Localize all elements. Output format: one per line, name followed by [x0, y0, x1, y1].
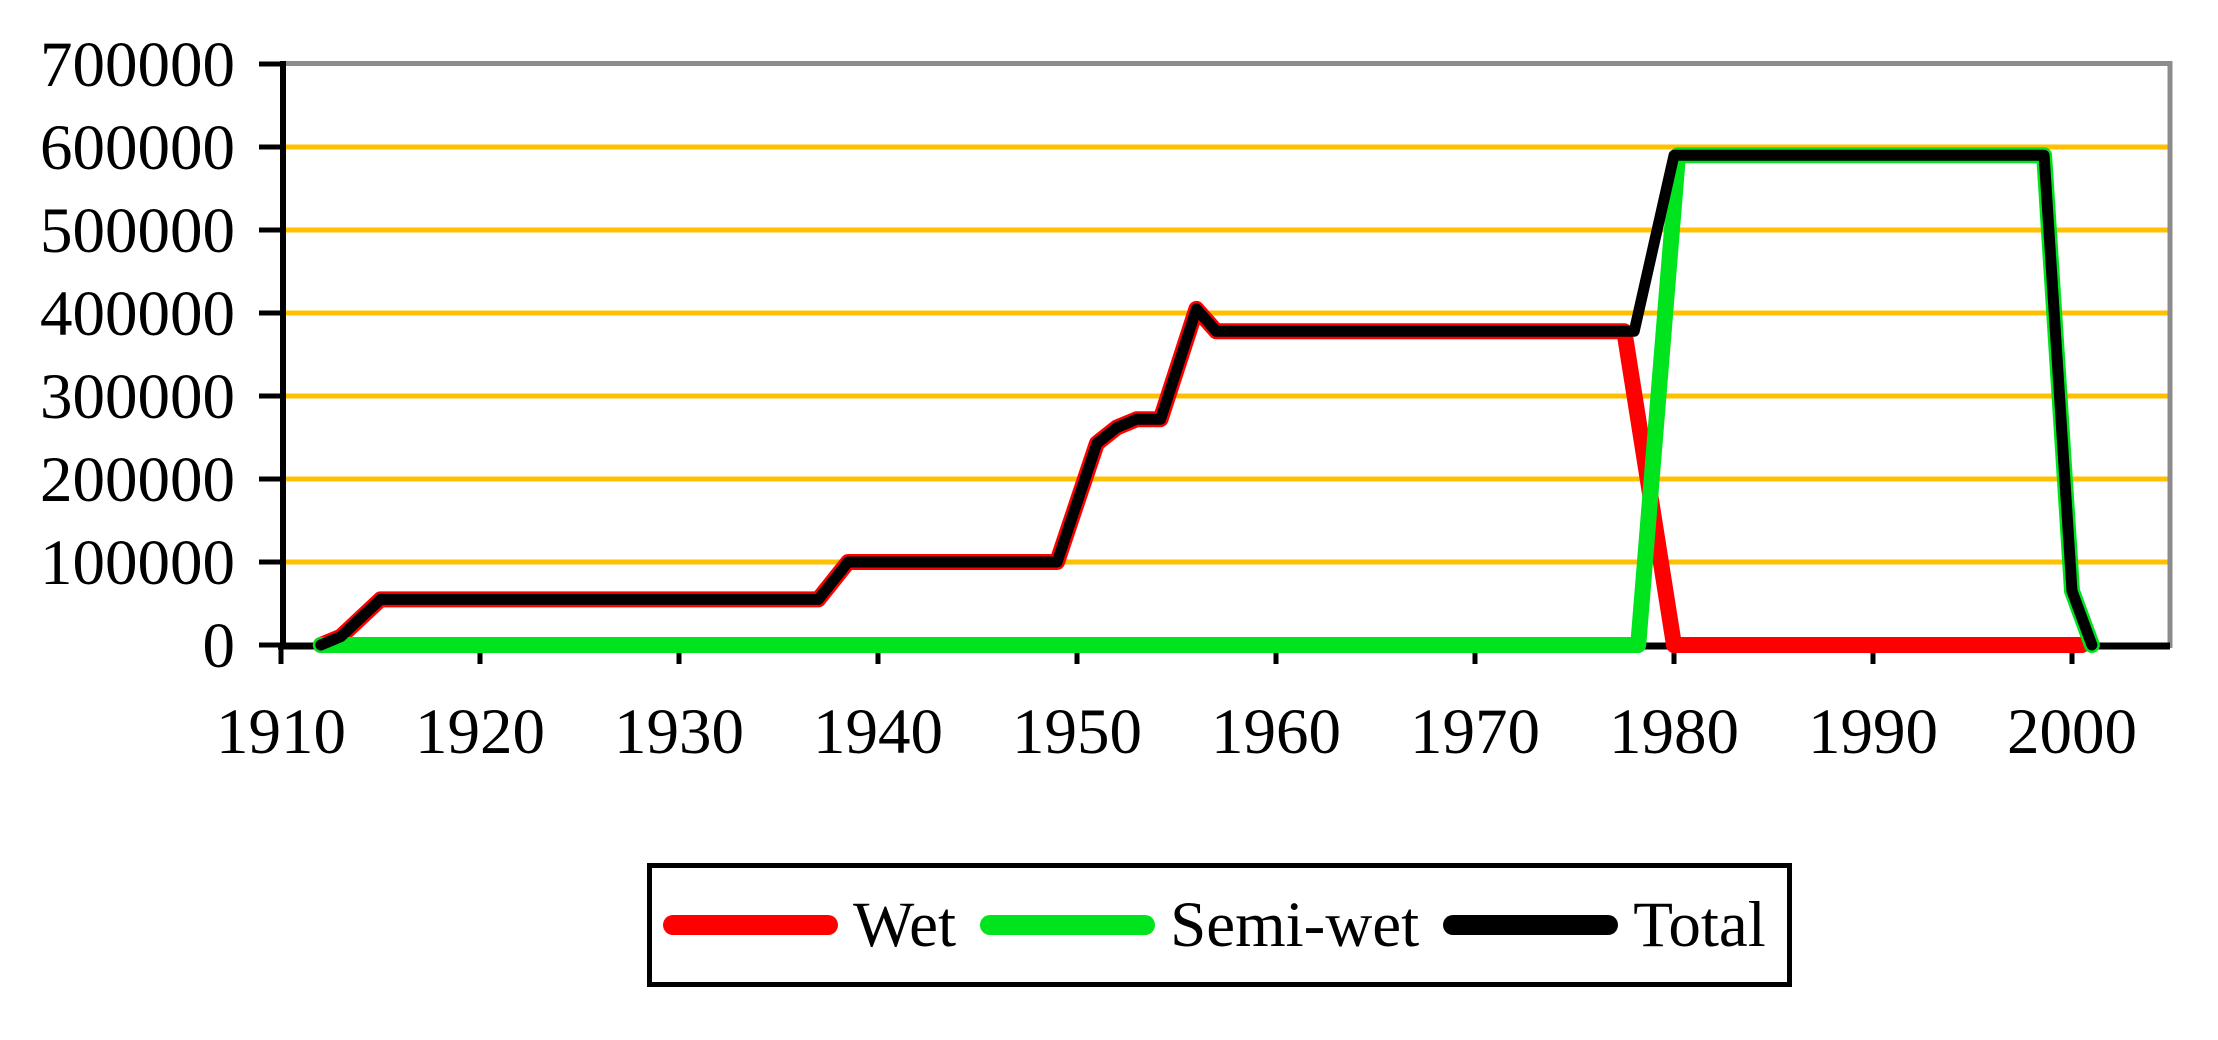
legend-swatch-total-line [1443, 915, 1619, 935]
legend-swatch-wet-line [663, 915, 838, 935]
x-tick-label: 1960 [1211, 696, 1341, 768]
x-tick-label: 1940 [813, 696, 943, 768]
y-tick-label: 400000 [40, 278, 235, 350]
x-tick-label: 1980 [1609, 696, 1739, 768]
y-tick-label: 0 [203, 610, 236, 682]
plot-area: 0 100000 200000 300000 400000 500000 600000 700… [40, 29, 2173, 768]
y-tick-label: 100000 [40, 527, 235, 599]
legend-label-wet: Wet [853, 888, 957, 961]
legend-item-semi-wet: Semi-wet [980, 888, 1420, 961]
y-tick-label: 600000 [40, 112, 235, 184]
legend-box: Wet Semi-wet Total [647, 863, 1792, 987]
legend-swatch-semi-wet-line [980, 915, 1156, 935]
y-tick-label: 300000 [40, 361, 235, 433]
x-tick-label: 1920 [415, 696, 545, 768]
y-tick-label: 200000 [40, 444, 235, 516]
y-tick-label: 500000 [40, 195, 235, 267]
x-tick-label: 2000 [2007, 696, 2137, 768]
x-tick-label: 1910 [216, 696, 346, 768]
y-tick-label: 700000 [40, 29, 235, 101]
legend-item-total: Total [1443, 888, 1766, 961]
series-line-total [315, 149, 2098, 651]
x-tick-label: 1930 [614, 696, 744, 768]
x-tick-label: 1950 [1012, 696, 1142, 768]
x-tick-label: 1990 [1808, 696, 1938, 768]
legend-label-total: Total [1633, 888, 1766, 961]
legend-label-semi-wet: Semi-wet [1170, 888, 1420, 961]
legend-item-wet: Wet [663, 888, 957, 961]
x-tick-label: 1970 [1410, 696, 1540, 768]
